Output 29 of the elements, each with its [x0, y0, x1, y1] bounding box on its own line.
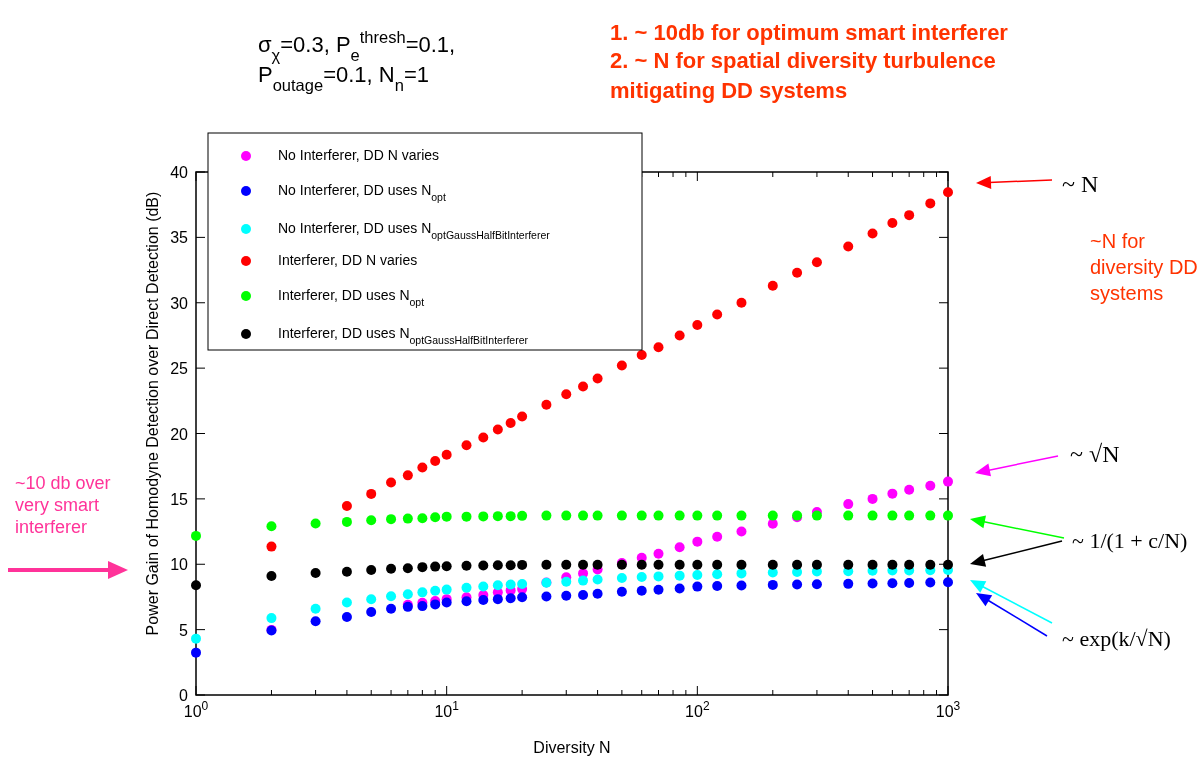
y-tick-label: 35 [170, 229, 189, 247]
chart-title: σ$_{χ}$=0.3, P$_{e}$$^{thresh}$=0.1, P$_{outage}$=0.1, N$_{n}$=1 [258, 28, 456, 94]
text: ~ √N [1070, 441, 1120, 467]
y-tick-label: 30 [170, 294, 189, 312]
text: ~N for diversity DD systems [1090, 230, 1198, 304]
y-tick-label: 0 [179, 687, 189, 704]
y-tick-label: 40 [170, 164, 189, 181]
y-tick-label: 5 [179, 621, 189, 639]
x-tick-label: 10$^{3}$ [935, 699, 961, 720]
text: ~10 db over very smart interferer [15, 473, 111, 537]
text: 2. ~ N for spatial diversity turbulence mitigating DD systems [610, 48, 996, 103]
x-axis-title: Diversity N [533, 739, 611, 756]
legend-label: Interferer, DD uses N$_{optGaussHalfBitInterferer}$ [278, 325, 529, 346]
y-axis-title: Power Gain of Homodyne Detection over Direct Detection (dB) [144, 191, 161, 636]
legend-label: No Interferer, DD N varies [278, 147, 440, 163]
legend-label: Interferer, DD uses N$_{opt}$ [278, 287, 425, 308]
x-tick-label: 10$^{2}$ [685, 699, 710, 720]
text: ~ N [1062, 171, 1099, 197]
text: 1. ~ 10db for optimum smart interferer [610, 20, 1009, 45]
y-tick-label: 20 [170, 425, 189, 443]
y-tick-label: 10 [170, 556, 189, 574]
y-tick-label: 25 [170, 360, 189, 378]
legend-label: No Interferer, DD uses N$_{opt}$ [278, 182, 446, 203]
legend-label: Interferer, DD N varies [278, 252, 418, 268]
legend-label: No Interferer, DD uses N$_{optGaussHalfBitInterferer}$ [278, 220, 551, 241]
text: ~ exp(k/√N) [1062, 626, 1171, 651]
x-tick-label: 10$^{1}$ [434, 699, 460, 720]
text: ~ 1/(1 + c/N) [1072, 528, 1188, 553]
y-tick-label: 15 [170, 490, 189, 508]
